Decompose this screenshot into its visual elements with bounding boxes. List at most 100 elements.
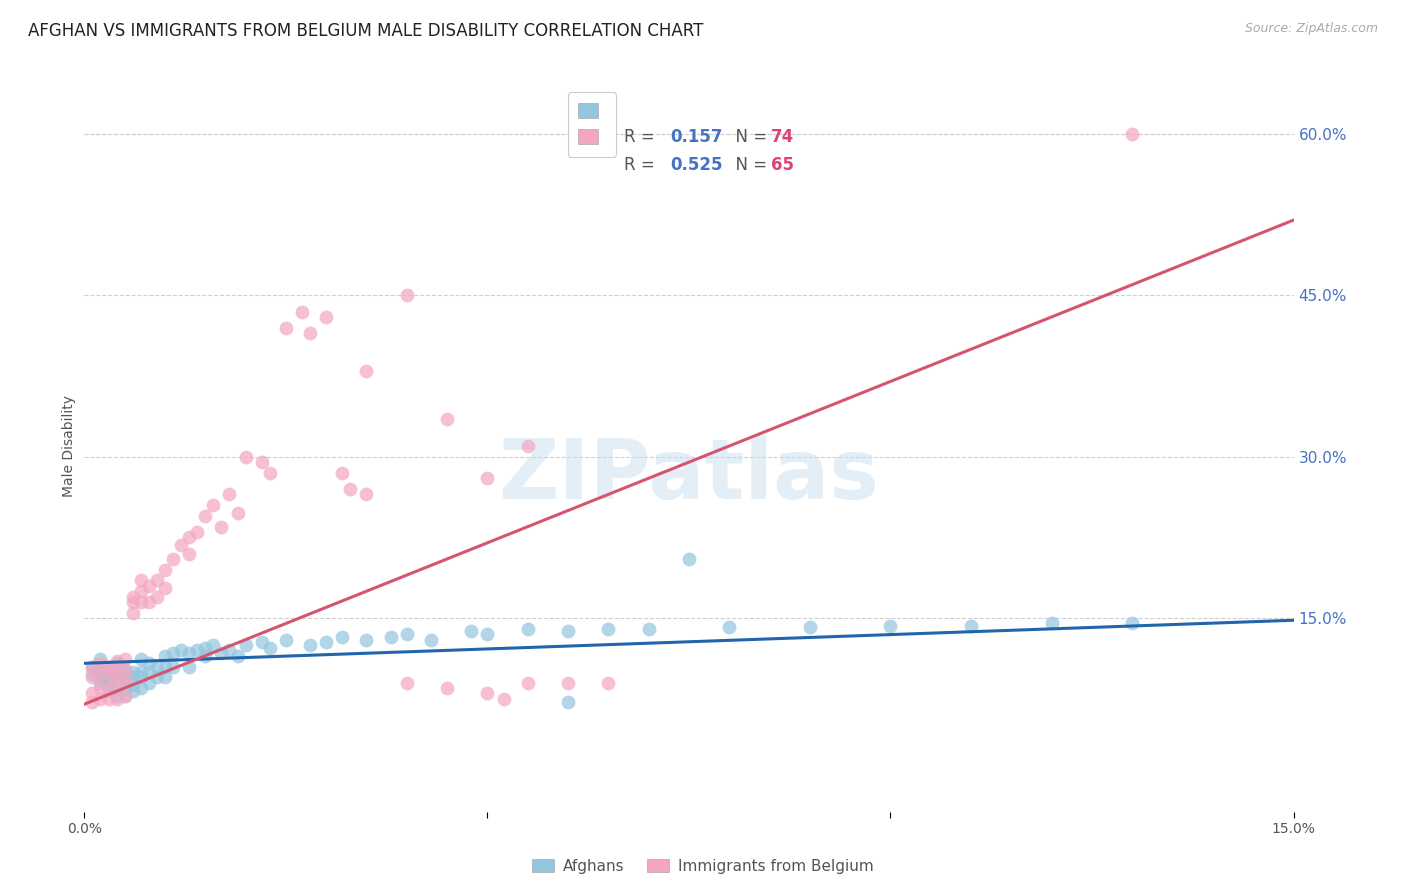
Point bbox=[97, 691, 120, 706]
Point bbox=[557, 675, 579, 690]
Legend: , : , bbox=[568, 92, 616, 157]
Point bbox=[138, 579, 160, 593]
Point bbox=[153, 648, 176, 663]
Point bbox=[179, 646, 201, 660]
Point bbox=[105, 665, 128, 679]
Text: AFGHAN VS IMMIGRANTS FROM BELGIUM MALE DISABILITY CORRELATION CHART: AFGHAN VS IMMIGRANTS FROM BELGIUM MALE D… bbox=[28, 22, 703, 40]
Point bbox=[436, 412, 458, 426]
Point bbox=[105, 670, 128, 684]
Point bbox=[121, 665, 143, 679]
Point bbox=[218, 643, 240, 657]
Point bbox=[105, 657, 128, 671]
Point bbox=[1121, 127, 1143, 141]
Point bbox=[114, 673, 136, 688]
Point bbox=[97, 665, 120, 679]
Text: 0.525: 0.525 bbox=[671, 156, 723, 174]
Point bbox=[82, 695, 104, 709]
Text: R =: R = bbox=[624, 156, 659, 174]
Point bbox=[121, 684, 143, 698]
Text: R =: R = bbox=[624, 128, 659, 145]
Point bbox=[153, 659, 176, 673]
Point bbox=[291, 304, 314, 318]
Point bbox=[202, 498, 225, 512]
Point bbox=[598, 675, 620, 690]
Point bbox=[97, 667, 120, 681]
Point bbox=[598, 622, 620, 636]
Point bbox=[97, 678, 120, 692]
Point bbox=[162, 659, 184, 673]
Point bbox=[121, 606, 143, 620]
Point bbox=[250, 455, 273, 469]
Point bbox=[82, 659, 104, 673]
Point bbox=[235, 638, 257, 652]
Text: N =: N = bbox=[725, 156, 772, 174]
Point bbox=[114, 673, 136, 688]
Point bbox=[299, 326, 322, 340]
Point bbox=[516, 675, 538, 690]
Point bbox=[89, 665, 111, 679]
Point bbox=[89, 681, 111, 695]
Point bbox=[879, 618, 901, 632]
Legend: Afghans, Immigrants from Belgium: Afghans, Immigrants from Belgium bbox=[526, 853, 880, 880]
Point bbox=[186, 524, 208, 539]
Point bbox=[89, 652, 111, 666]
Point bbox=[799, 620, 821, 634]
Point bbox=[97, 684, 120, 698]
Point bbox=[186, 643, 208, 657]
Y-axis label: Male Disability: Male Disability bbox=[62, 395, 76, 497]
Point bbox=[209, 646, 232, 660]
Point bbox=[259, 641, 281, 656]
Point bbox=[129, 670, 152, 684]
Point bbox=[637, 622, 659, 636]
Point bbox=[274, 320, 297, 334]
Point bbox=[129, 665, 152, 679]
Point bbox=[138, 657, 160, 671]
Point bbox=[121, 590, 143, 604]
Point bbox=[105, 675, 128, 690]
Text: N =: N = bbox=[725, 128, 772, 145]
Point bbox=[105, 665, 128, 679]
Point bbox=[121, 670, 143, 684]
Point bbox=[194, 648, 217, 663]
Text: ZIPatlas: ZIPatlas bbox=[499, 434, 879, 516]
Point bbox=[170, 643, 193, 657]
Point bbox=[114, 681, 136, 695]
Point bbox=[121, 678, 143, 692]
Point bbox=[718, 620, 741, 634]
Point bbox=[146, 574, 169, 588]
Point bbox=[105, 691, 128, 706]
Point bbox=[330, 631, 353, 645]
Point bbox=[89, 691, 111, 706]
Point bbox=[82, 686, 104, 700]
Point bbox=[678, 552, 700, 566]
Text: Source: ZipAtlas.com: Source: ZipAtlas.com bbox=[1244, 22, 1378, 36]
Point bbox=[97, 681, 120, 695]
Point bbox=[146, 659, 169, 673]
Point bbox=[299, 638, 322, 652]
Point bbox=[129, 574, 152, 588]
Point bbox=[179, 659, 201, 673]
Point bbox=[129, 681, 152, 695]
Point bbox=[356, 632, 378, 647]
Text: 0.157: 0.157 bbox=[671, 128, 723, 145]
Point bbox=[477, 471, 499, 485]
Point bbox=[516, 439, 538, 453]
Point bbox=[105, 654, 128, 668]
Point bbox=[420, 632, 443, 647]
Point bbox=[315, 310, 337, 324]
Point bbox=[129, 595, 152, 609]
Point bbox=[395, 675, 418, 690]
Point bbox=[194, 508, 217, 523]
Point bbox=[146, 590, 169, 604]
Point bbox=[146, 670, 169, 684]
Point bbox=[82, 667, 104, 681]
Point bbox=[356, 364, 378, 378]
Point bbox=[436, 681, 458, 695]
Point bbox=[153, 563, 176, 577]
Point bbox=[226, 506, 249, 520]
Point bbox=[1121, 616, 1143, 631]
Point bbox=[129, 584, 152, 599]
Point bbox=[477, 686, 499, 700]
Point bbox=[114, 689, 136, 703]
Point bbox=[492, 691, 515, 706]
